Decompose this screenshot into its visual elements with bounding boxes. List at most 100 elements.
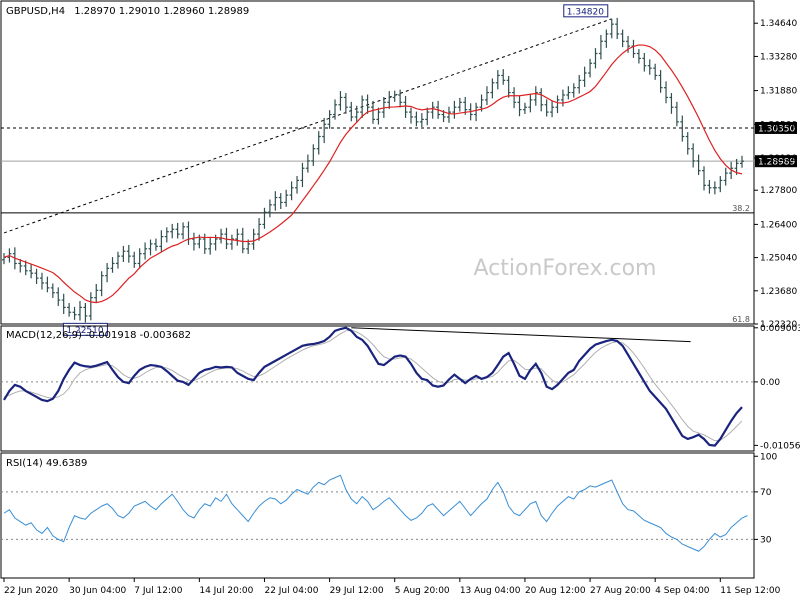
ohlc-bar — [235, 228, 240, 246]
time-tick-label: 22 Jun 2020 — [4, 586, 58, 596]
watermark: ActionForex.com — [474, 256, 657, 281]
ohlc-bar — [23, 260, 28, 276]
macd-divergence-line — [351, 327, 691, 343]
ohlc-bar — [517, 95, 522, 117]
ohlc-bar — [295, 176, 300, 194]
price-tick-label: 1.31880 — [760, 87, 797, 97]
price-pane-border — [0, 0, 755, 325]
rsi-axis: 100 70 30 — [1, 452, 777, 545]
macd-tick-label: 0.009003 — [760, 324, 800, 334]
ohlc-label: 1.28970 1.29010 1.28960 1.28989 — [74, 6, 249, 17]
rsi-line — [3, 474, 748, 552]
ohlc-bar — [609, 18, 614, 39]
macd-main-line — [3, 326, 743, 447]
ohlc-bar — [560, 89, 565, 107]
ohlc-bar — [262, 207, 267, 229]
ohlc-bar — [664, 81, 669, 104]
level-price-label: 1.28989 — [758, 158, 795, 168]
macd-tick-label: -0.010566 — [760, 441, 800, 451]
ohlc-bar — [343, 93, 348, 114]
ohlc-bar — [626, 35, 631, 53]
ohlc-bar — [457, 97, 462, 112]
ohlc-bar — [501, 69, 506, 85]
ohlc-bar — [153, 238, 158, 251]
ohlc-bar — [658, 70, 663, 93]
ohlc-bar — [430, 101, 435, 119]
ohlc-bar — [191, 232, 196, 251]
time-tick-label: 14 Jul 20:00 — [199, 586, 253, 596]
ohlc-bar — [571, 83, 576, 98]
ohlc-bar — [512, 87, 517, 109]
ohlc-bar — [327, 110, 332, 129]
ohlc-bar — [148, 239, 153, 256]
level-price-box — [755, 155, 797, 168]
price-tick-label: 1.25040 — [760, 254, 797, 264]
ohlc-bar — [300, 162, 305, 188]
ohlc-bar — [680, 115, 685, 142]
ohlc-bar — [175, 222, 180, 239]
ohlc-bar — [712, 181, 717, 195]
time-tick-label: 29 Jul 12:00 — [330, 586, 384, 596]
price-axis: 1.34640 1.33280 1.31880 1.30500 1.29120 1.278… — [754, 19, 797, 330]
ohlc-bar — [349, 101, 354, 122]
callout-box — [563, 4, 609, 18]
macd-label: MACD(12,26,9) -0.001918 -0.003682 — [6, 330, 191, 341]
ohlc-bar — [273, 191, 278, 211]
ohlc-bar — [696, 154, 701, 176]
ohlc-bar — [414, 111, 419, 127]
ohlc-bar — [305, 154, 310, 173]
price-header: GBPUSD,H4 1.28970 1.29010 1.28960 1.2898… — [6, 6, 249, 17]
time-tick-label: 20 Aug 12:00 — [525, 586, 586, 596]
ohlc-bar — [620, 29, 625, 48]
ohlc-bar — [354, 105, 359, 123]
time-axis: 22 Jun 2020 30 Jun 04:00 7 Jul 12:00 14 Jul… — [3, 578, 781, 596]
time-tick-label: 27 Aug 20:00 — [590, 586, 651, 596]
price-tick-label: 1.26400 — [760, 220, 797, 230]
time-tick-label: 22 Jul 04:00 — [264, 586, 318, 596]
ohlc-bar — [647, 59, 652, 75]
ohlc-bar — [555, 95, 560, 114]
ohlc-bar — [29, 264, 34, 279]
ohlc-bar — [419, 113, 424, 127]
time-tick-label: 5 Aug 20:00 — [395, 586, 450, 596]
dashed-trendline — [3, 18, 612, 234]
rsi-pane-border — [0, 452, 755, 579]
ohlc-bar — [105, 262, 110, 283]
ohlc-bar — [77, 301, 82, 321]
ohlc-bar — [224, 227, 229, 250]
ma-line — [3, 44, 743, 304]
ohlc-bar — [636, 49, 641, 64]
ohlc-bar — [604, 29, 609, 48]
ohlc-bar — [577, 74, 582, 94]
ohlc-bar — [653, 63, 658, 80]
moving-average — [3, 44, 743, 304]
price-tick-label: 1.27800 — [760, 186, 797, 196]
ohlc-bar — [642, 53, 647, 72]
ohlc-bar — [398, 89, 403, 108]
price-tick-label: 1.23680 — [760, 287, 797, 297]
ohlc-bar — [506, 75, 511, 98]
ohlc-bar — [219, 228, 224, 244]
ohlc-bar — [137, 248, 142, 269]
ohlc-bar — [474, 102, 479, 122]
ohlc-bar — [121, 245, 126, 262]
macd-tick-label: 0.00 — [760, 378, 780, 388]
callout-label: 1.34820 — [567, 7, 604, 17]
ohlc-bar — [257, 218, 262, 241]
macd-lines — [3, 326, 743, 447]
ohlc-bar — [707, 179, 712, 194]
ohlc-bar — [267, 199, 272, 218]
ohlc-bar — [83, 303, 88, 323]
ohlc-bar — [452, 100, 457, 119]
ohlc-bar — [723, 167, 728, 186]
level-price-box — [755, 121, 797, 134]
price-levels: 1.30350 1.28989 38.2 61.8 — [1, 121, 797, 324]
ohlc-bar — [598, 34, 603, 60]
ohlc-bar — [322, 117, 327, 144]
price-tick-label: 1.29120 — [760, 154, 797, 164]
rsi-tick-label: 30 — [760, 535, 772, 545]
ohlc-bar — [316, 131, 321, 155]
level-price-label: 1.30350 — [758, 124, 795, 134]
ohlc-bar — [99, 271, 104, 297]
rsi-pane: 100 70 30 RSI(14) 49.6389 — [0, 452, 777, 579]
